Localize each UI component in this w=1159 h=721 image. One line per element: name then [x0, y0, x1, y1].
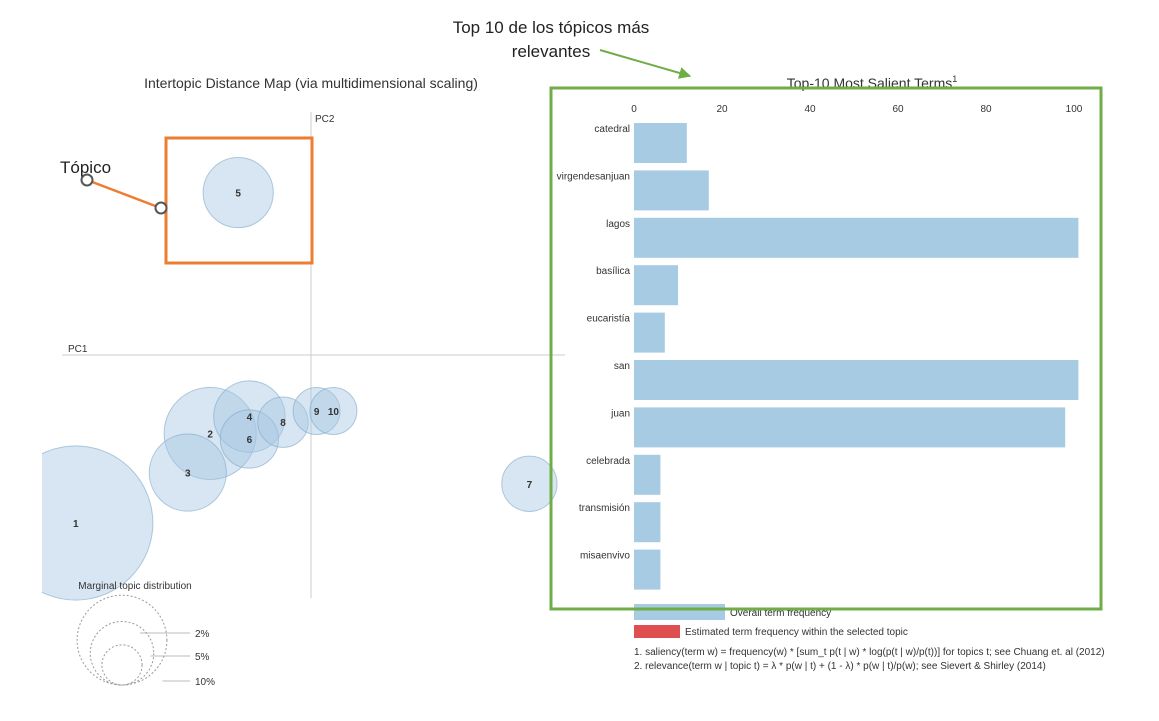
bar-celebrada[interactable]	[634, 454, 661, 495]
footnote-relevance: 2. relevance(term w | topic t) = λ * p(w…	[634, 661, 1046, 672]
term-label-misaenvivo: misaenvivo	[580, 551, 630, 562]
legend-overall-swatch	[634, 604, 725, 620]
topic-label-2: 2	[207, 429, 213, 440]
map-title: Intertopic Distance Map (via multidimens…	[144, 75, 478, 91]
topic-circle-2[interactable]	[163, 386, 257, 480]
top-callout-arrow	[599, 49, 692, 79]
topic-label-9: 9	[314, 407, 320, 418]
topic-circle-4[interactable]	[213, 380, 286, 453]
bars	[634, 123, 1079, 590]
bar-juan[interactable]	[634, 407, 1066, 448]
topic-circle-9[interactable]	[292, 387, 341, 435]
topic-label-5: 5	[235, 189, 241, 200]
term-label-celebrada: celebrada	[586, 456, 630, 467]
marginal-legend-label-10%: 10%	[195, 677, 215, 688]
x-tick-60: 60	[892, 104, 904, 115]
marginal-legend-circle-5%	[89, 620, 155, 686]
bar-san[interactable]	[634, 360, 1079, 400]
legend-selected-swatch	[634, 625, 680, 638]
legend-overall-label: Overall term frequency	[730, 608, 831, 619]
topic-circles	[0, 157, 558, 601]
x-tick-0: 0	[631, 104, 637, 115]
marginal-legend-label-2%: 2%	[195, 629, 210, 640]
term-label-juan: juan	[610, 408, 630, 419]
pc2-label: PC2	[315, 114, 335, 125]
x-tick-100: 100	[1066, 104, 1083, 115]
marginal-legend-circle-10%	[76, 594, 168, 686]
marginal-legend-title: Marginal topic distribution	[78, 581, 191, 592]
topic-circle-7[interactable]	[501, 455, 558, 512]
term-label-virgendesanjuan: virgendesanjuan	[557, 171, 630, 182]
topic-circle-8[interactable]	[257, 396, 309, 448]
topic-label-8: 8	[280, 418, 286, 429]
topic-circle-1[interactable]	[0, 445, 154, 601]
topic-labels: 1 2 3 4 5 6 7 8 9 10	[73, 189, 533, 530]
term-label-basílica: basílica	[596, 266, 630, 277]
bar-basílica[interactable]	[634, 265, 678, 306]
topic-callout-end-dot	[154, 201, 168, 215]
topic-label-10: 10	[328, 407, 340, 418]
term-label-catedral: catedral	[594, 124, 630, 135]
x-tick-40: 40	[804, 104, 816, 115]
topic-label-3: 3	[185, 469, 191, 480]
bar-virgendesanjuan[interactable]	[634, 170, 709, 211]
topic-label-4: 4	[247, 413, 253, 424]
term-label-eucaristía: eucaristía	[587, 314, 631, 325]
x-tick-20: 20	[716, 104, 728, 115]
topic-circle-3[interactable]	[148, 433, 227, 512]
top-callout-line2: relevantes	[512, 42, 590, 61]
term-label-san: san	[614, 361, 630, 372]
term-label-transmisión: transmisión	[579, 503, 630, 514]
topic-label-7: 7	[527, 480, 533, 491]
topic-callout-arrow	[86, 178, 159, 209]
bar-eucaristía[interactable]	[634, 312, 665, 353]
topic-highlight-box	[164, 136, 314, 265]
footnote-saliency: 1. saliency(term w) = frequency(w) * [su…	[634, 647, 1105, 658]
x-axis-ticks: 0 20 40 60 80 100	[631, 104, 1083, 115]
bar-lagos[interactable]	[634, 217, 1079, 258]
term-labels: catedral virgendesanjuan lagos basílica euca…	[557, 124, 631, 562]
topic-circle-10[interactable]	[309, 387, 358, 435]
marginal-legend-label-5%: 5%	[195, 652, 210, 663]
bar-misaenvivo[interactable]	[634, 549, 661, 590]
bar-catedral[interactable]	[634, 123, 687, 163]
topic-callout-start-dot	[80, 173, 94, 187]
legend-selected-label: Estimated term frequency within the sele…	[685, 627, 908, 638]
term-label-lagos: lagos	[606, 219, 630, 230]
marginal-legend-circle-2%	[101, 644, 143, 686]
intertopic-map: Intertopic Distance Map (via multidimens…	[0, 75, 565, 688]
topic-label-1: 1	[73, 519, 79, 530]
topic-circle-5[interactable]	[202, 157, 274, 229]
x-tick-80: 80	[980, 104, 992, 115]
salient-terms-chart: Top-10 Most Salient Terms1 0 20 40 60 80 100 …	[557, 74, 1105, 672]
topic-label-6: 6	[247, 435, 253, 446]
topic-circle-6[interactable]	[219, 409, 280, 469]
pc1-label: PC1	[68, 344, 88, 355]
topic-callout-label: Tópico	[60, 158, 111, 177]
top-callout-line1: Top 10 de los tópicos más	[453, 18, 650, 37]
marginal-distribution-legend: Marginal topic distribution 2% 5% 10%	[76, 581, 215, 688]
salient-terms-highlight-box	[549, 86, 1103, 611]
bar-transmisión[interactable]	[634, 502, 661, 543]
